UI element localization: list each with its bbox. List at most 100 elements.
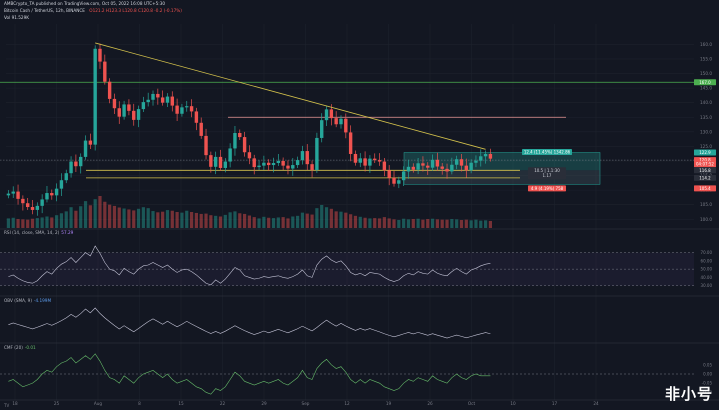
candle-body <box>117 108 121 117</box>
volume-bar <box>445 219 449 228</box>
volume-bar <box>416 218 420 228</box>
candle-body <box>411 166 415 170</box>
volume-bar <box>209 215 213 228</box>
candle-body <box>295 160 300 166</box>
volume-bar <box>344 212 348 228</box>
volume-bar <box>16 219 20 228</box>
candle-body <box>238 132 242 138</box>
volume-bar <box>252 217 256 228</box>
candle-body <box>474 160 478 163</box>
candle-body <box>112 98 117 109</box>
mid-label-2: 1.17 <box>543 173 552 178</box>
volume-bar <box>98 196 102 228</box>
volume-bar <box>108 204 112 228</box>
volume-bar <box>146 208 150 228</box>
price-axis[interactable]: 160.0 155.0 150.0 145.0 140.0 135.0 130.0 125.0… <box>700 42 712 395</box>
volume-bar <box>26 219 30 228</box>
volume-bar <box>281 217 285 228</box>
candle-body <box>40 199 44 206</box>
candle-body <box>127 104 131 111</box>
candle-body <box>136 109 141 120</box>
candle-body <box>69 161 73 174</box>
volume-bar <box>127 209 131 228</box>
trendline <box>95 42 486 150</box>
candle-body <box>103 61 107 82</box>
volume-line[interactable]: Vol 91.529K <box>4 15 29 20</box>
candle-body <box>329 109 334 119</box>
candle-body <box>266 162 271 166</box>
volume-bar <box>223 214 227 228</box>
candle-body <box>305 151 309 165</box>
price-axis-label: 135.0 <box>700 115 712 120</box>
candle-body <box>54 188 59 196</box>
cmf-line <box>8 353 491 395</box>
mid-label: 10.5 | 1.1:30 <box>534 168 560 173</box>
cmf-axis-label: -0.05 <box>702 381 713 386</box>
volume-bar <box>474 219 478 228</box>
rsi-axis-label: 30.00 <box>701 283 713 288</box>
volume-bar <box>93 199 97 228</box>
chart-grid <box>0 24 719 401</box>
rsi-band <box>0 252 694 286</box>
candle-body <box>339 118 343 125</box>
volume-bar <box>214 215 218 228</box>
date-axis-label: 17 <box>552 401 558 406</box>
volume-bar <box>479 220 483 228</box>
cmf-label[interactable]: CMF (20) -0.01 <box>4 345 36 350</box>
obv-label[interactable]: OBV (SMA, 9) -4.199M <box>4 298 51 303</box>
candle-body <box>6 193 11 196</box>
candle-body <box>421 163 425 166</box>
candle-body <box>199 122 203 136</box>
candle-body <box>464 165 469 171</box>
target-label: 12.4 (11.45%) 1342.86 <box>524 150 571 155</box>
candle-body <box>194 111 199 123</box>
volume-bar <box>136 208 141 228</box>
tradingview-logo[interactable]: TV <box>4 403 10 408</box>
candle-body <box>344 118 348 133</box>
candle-body <box>459 159 464 166</box>
candle-body <box>189 106 194 112</box>
trendline-segment <box>95 42 486 150</box>
volume-bar <box>59 213 64 228</box>
candle-body <box>469 162 473 171</box>
volume-bar <box>392 219 396 228</box>
candle-body <box>204 135 208 156</box>
price-tag-bg <box>694 167 716 174</box>
date-axis[interactable]: 18 25 Aug 8 15 22 29 Sep 12 19 26 Oct 10 17 24 <box>12 401 599 406</box>
volume-bar <box>83 201 88 228</box>
rsi-value: 57.29 <box>61 230 74 235</box>
volume-bars <box>6 196 493 228</box>
price-axis-label: 100.0 <box>700 217 712 222</box>
price-tag-bg <box>694 79 716 86</box>
volume-bar <box>464 219 468 228</box>
volume-bar <box>40 217 44 228</box>
candle-body <box>141 102 146 110</box>
volume-bar <box>455 219 459 228</box>
price-tag-bg <box>694 174 716 181</box>
rsi-label[interactable]: RSI (14, close, SMA, 14, 2) 57.29 <box>4 230 73 235</box>
volume-bar <box>286 218 290 228</box>
volume-bar <box>339 211 343 228</box>
symbol-line[interactable]: Bitcoin Cash / TetherUS, 12h, BINANCE <box>4 8 85 13</box>
candle-body <box>247 152 252 159</box>
candle-body <box>252 158 256 168</box>
candle-body <box>83 140 88 157</box>
volume-bar <box>373 218 377 228</box>
date-axis-label: Aug <box>94 401 103 406</box>
cmf-axis-label: -0.10 <box>702 390 713 395</box>
candle-body <box>291 165 295 169</box>
date-axis-label: 12 <box>344 401 350 406</box>
volume-bar <box>315 208 319 228</box>
candle-body <box>310 164 314 171</box>
candle-body <box>483 153 488 157</box>
volume-bar <box>122 208 126 228</box>
mid-label-bg <box>528 167 566 180</box>
cmf-value: -0.01 <box>24 345 36 350</box>
volume-bar <box>165 210 170 228</box>
candle-body <box>16 191 20 199</box>
candle-body <box>11 191 15 194</box>
candle-body <box>373 158 377 161</box>
volume-bar <box>199 213 203 228</box>
target-label-bg <box>522 149 572 156</box>
